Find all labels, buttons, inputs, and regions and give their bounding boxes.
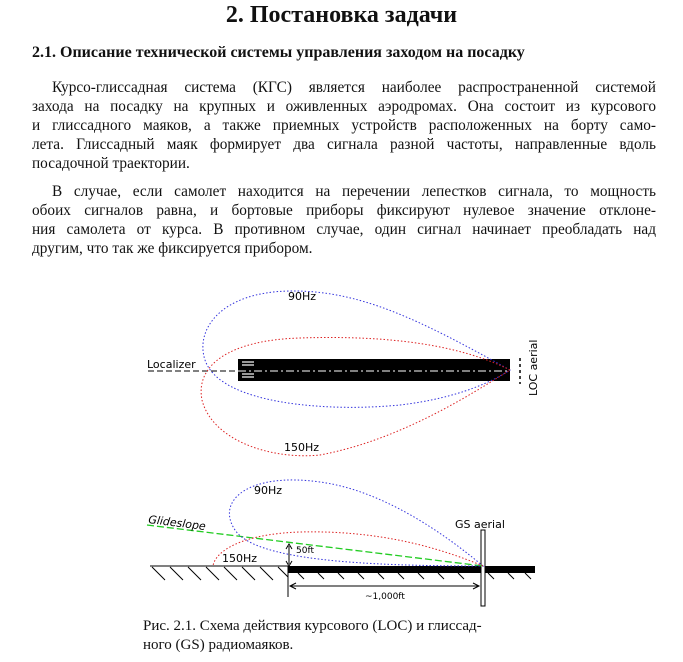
label-glideslope: Glideslope xyxy=(148,513,207,533)
threshold-markings xyxy=(242,361,254,378)
distance-arrowheads xyxy=(288,582,481,590)
paragraph-line: и глиссадного маяков, а также приемных у… xyxy=(32,117,656,134)
lobe-90hz xyxy=(202,290,511,408)
paragraph-line: захода на посадку на крупных и оживленны… xyxy=(32,98,656,115)
figure-caption-line: Рис. 2.1. Схема действия курсового (LOC)… xyxy=(143,618,482,634)
paragraph-line: Курсо-глиссадная система (КГС) является … xyxy=(52,79,656,96)
label-loc-aerial: LOC aerial xyxy=(527,340,540,396)
localizer-diagram: 90Hz 150Hz Localizer LOC aerial xyxy=(147,290,540,457)
gs-lobe-150hz xyxy=(212,531,484,567)
height-arrowheads xyxy=(285,543,293,567)
label-localizer: Localizer xyxy=(147,358,196,371)
label-90hz: 90Hz xyxy=(288,290,316,303)
paragraph-line: лета. Глиссадный маяк формирует два сигн… xyxy=(32,136,656,153)
runway-top-view xyxy=(238,359,510,381)
label-150hz: 150Hz xyxy=(284,441,319,454)
label-gs-aerial: GS aerial xyxy=(455,518,505,531)
section-title: 2.1. Описание технической системы управл… xyxy=(32,44,525,61)
lobe-150hz xyxy=(200,336,512,457)
gs-aerial xyxy=(480,529,486,607)
runway-side-view xyxy=(288,566,535,573)
label-50ft: 50ft xyxy=(296,546,314,556)
paragraph-line: ния самолета от курса. В противном случа… xyxy=(32,221,656,238)
paragraph-line: другим, что так же фиксируется прибором. xyxy=(32,240,313,257)
label-1000ft: ~1,000ft xyxy=(365,592,405,602)
gs-lobe-90hz xyxy=(229,479,485,567)
paragraph-line: посадочной траектории. xyxy=(32,155,190,172)
paragraph-line: В случае, если самолет находится на пере… xyxy=(52,183,656,200)
gs-label-90hz: 90Hz xyxy=(254,484,282,497)
paragraph-line: обоих сигналов равна, и бортовые приборы… xyxy=(32,202,656,219)
glideslope-diagram: 90Hz 150Hz Glideslope GS aerial 50ft ~1,… xyxy=(146,479,535,607)
glideslope-line xyxy=(146,524,484,567)
chapter-title: 2. Постановка задачи xyxy=(225,2,458,28)
ground-hatching xyxy=(151,566,532,581)
gs-label-150hz: 150Hz xyxy=(222,552,257,565)
figure-caption-line: ного (GS) радиомаяков. xyxy=(143,637,294,653)
